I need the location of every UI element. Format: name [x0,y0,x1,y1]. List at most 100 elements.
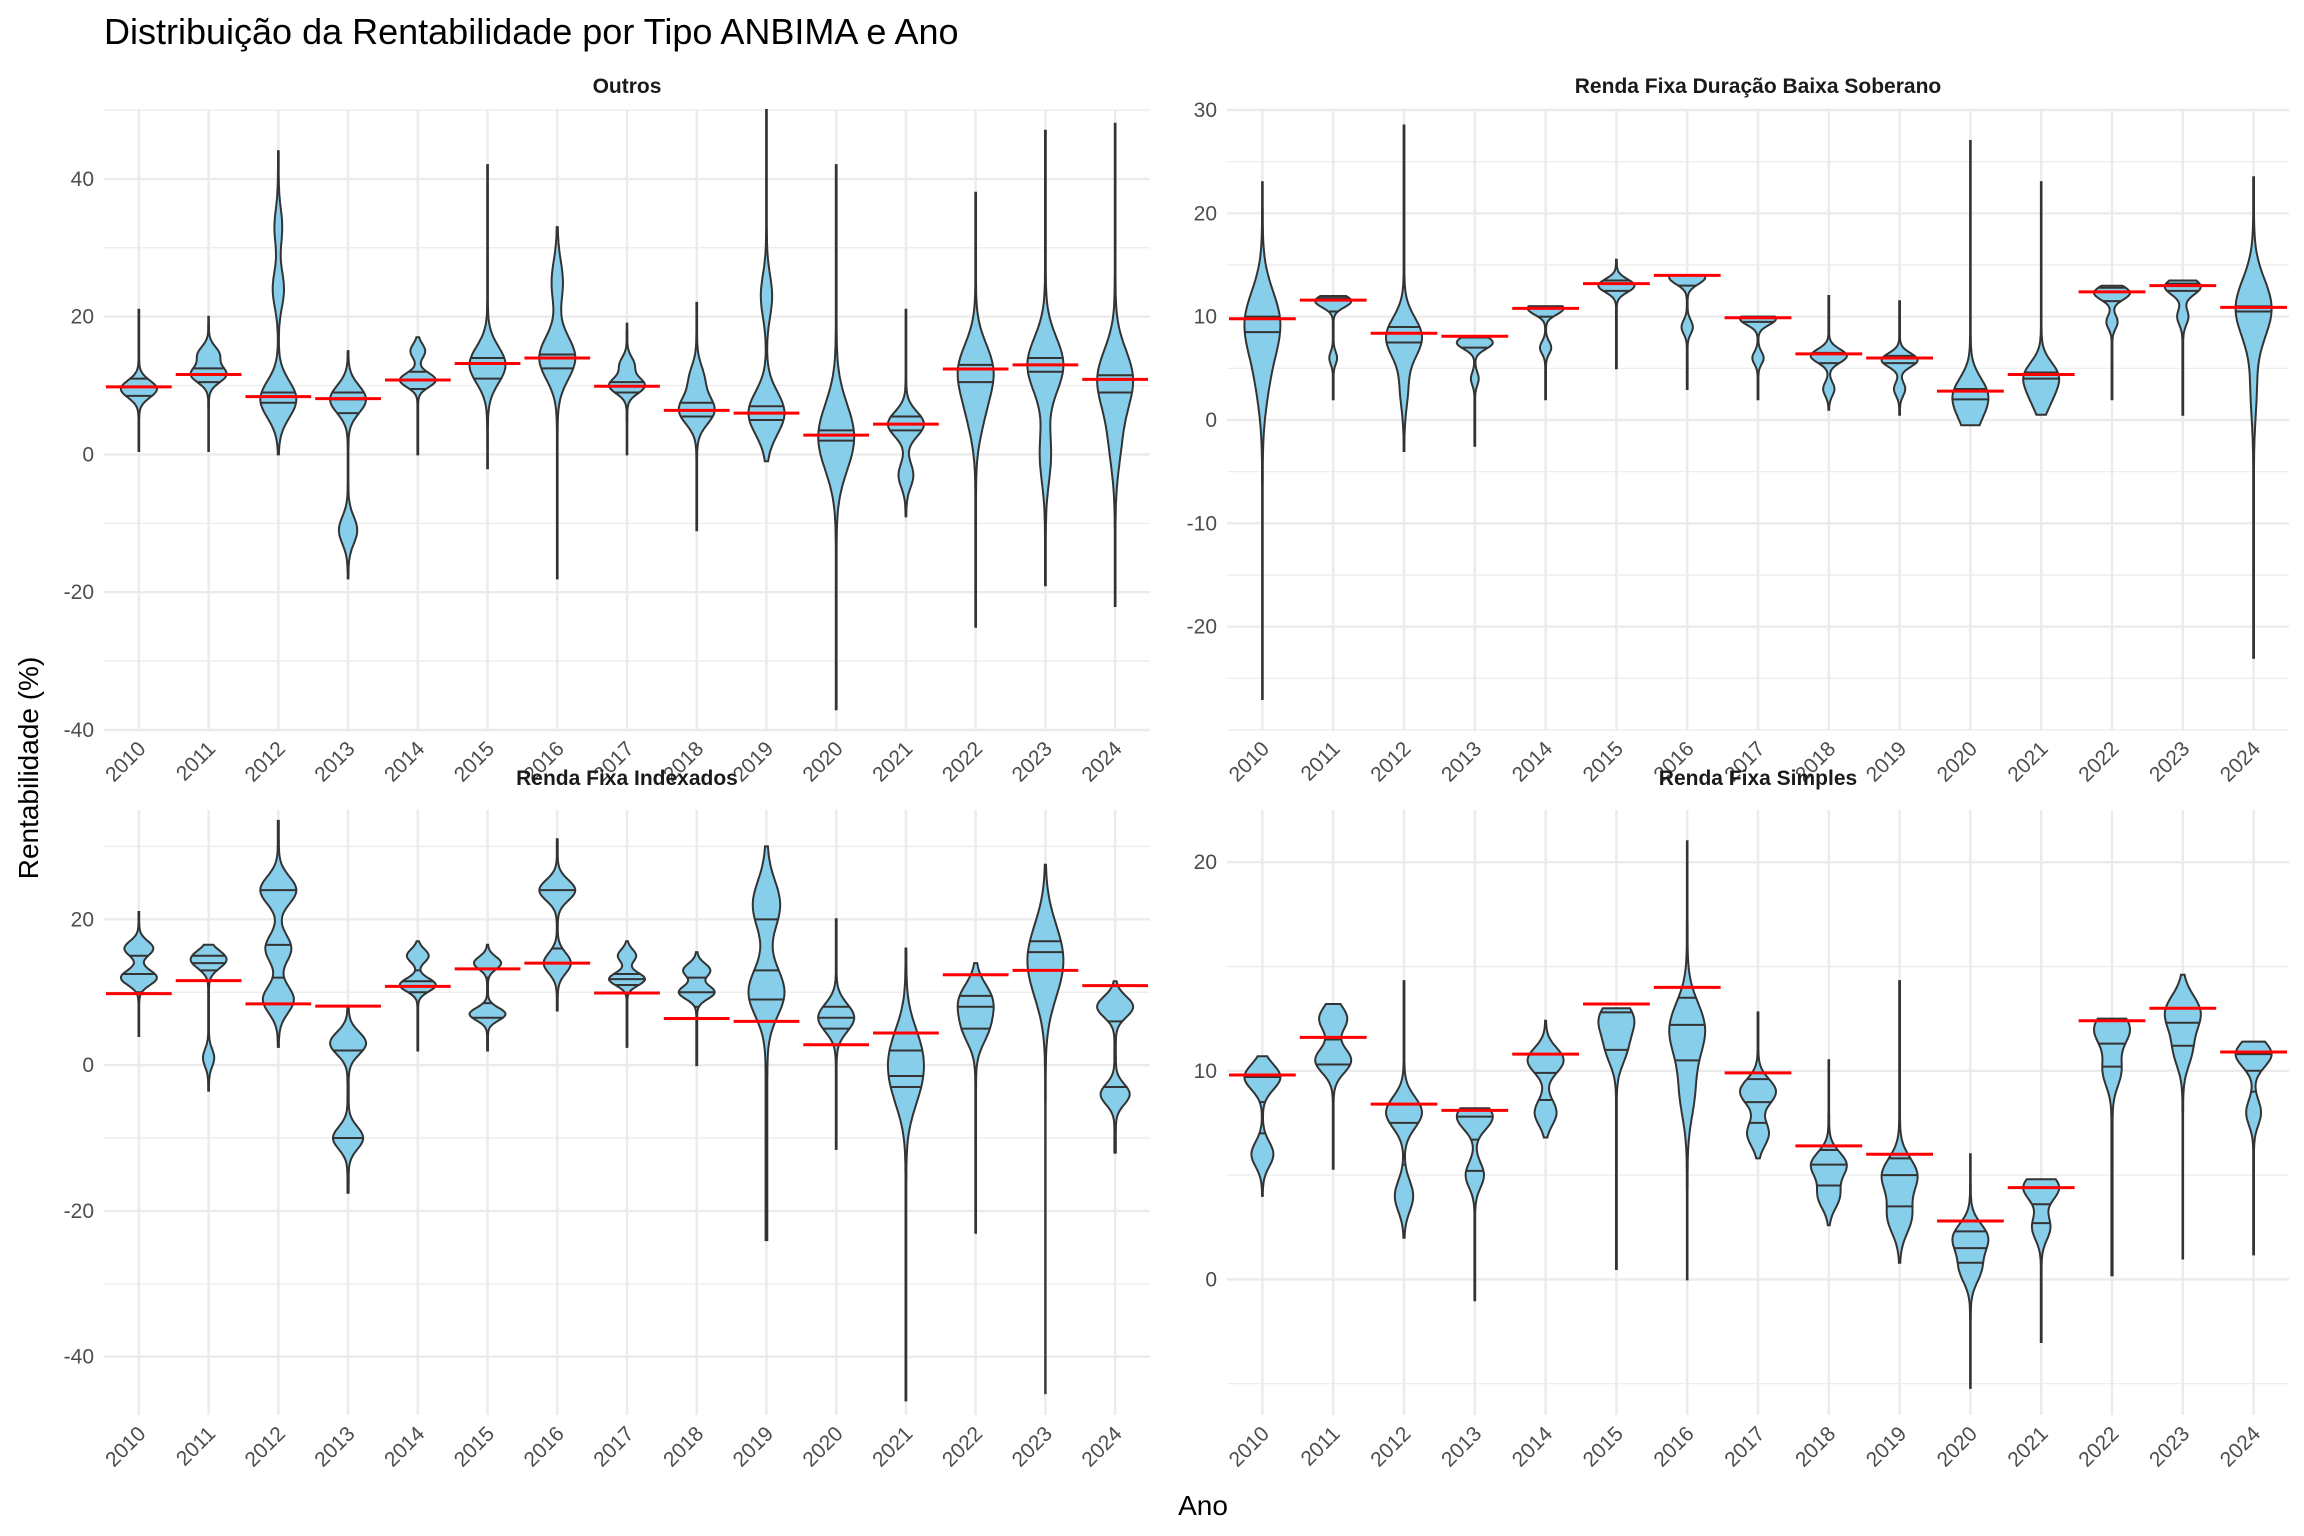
violin-shape [817,164,856,711]
violin-shape [956,191,995,628]
y-tick-label: -40 [64,719,94,742]
violin-shape [538,226,577,580]
violin-shape [2092,284,2132,401]
violin-shape [1314,1003,1353,1170]
violin-2014 [398,336,437,456]
violin-shape [1096,122,1135,607]
violin-2015 [468,943,507,1052]
chart-title: Distribuição da Rentabilidade por Tipo A… [104,11,959,52]
panel-2: Renda Fixa Duração Baixa Soberano -20 -10 0… [1187,75,2289,787]
y-tick-label: 20 [71,306,94,329]
violin-shape [1738,1011,1778,1160]
violin-shape [1809,1059,1848,1227]
violin-2022 [956,191,995,628]
violin-shape [1314,295,1353,401]
y-tick-label: 20 [71,908,94,931]
x-tick-label: 2024 [2216,737,2266,787]
x-tick-label: 2015 [450,737,499,786]
x-tick-label: 2010 [1225,737,1274,786]
violin-2020 [817,918,856,1150]
violin-2013 [1455,336,1494,447]
violin-2022 [2092,1017,2132,1277]
violin-2011 [189,943,228,1092]
x-tick-label: 2014 [380,737,430,787]
y-tick-label: -20 [1187,616,1217,639]
violin-shape [468,943,507,1052]
violin-2013 [329,1005,368,1194]
violin-shape [1668,274,1707,390]
violin-shape [677,951,716,1067]
violin-shape [329,1005,368,1194]
violin-2021 [886,308,925,518]
violin-2019 [1880,980,1919,1264]
y-tick-label: 0 [1205,1268,1217,1291]
x-tick-label: 2016 [520,1422,569,1471]
x-tick-label: 2023 [2145,1422,2194,1471]
violin-2021 [2022,1178,2061,1343]
x-tick-label: 2010 [101,737,150,786]
violin-2016 [1668,840,1707,1281]
violin-shape [1384,980,1424,1239]
violin-shape [1455,336,1494,447]
violin-2012 [259,150,298,456]
y-tick-label: -40 [64,1346,94,1369]
x-tick-label: 2015 [1579,1422,1628,1471]
x-tick-label: 2023 [2145,737,2194,786]
y-tick-label: 30 [1194,99,1217,122]
x-tick-label: 2021 [2003,737,2052,786]
y-axis-title: Rentabilidade (%) [13,657,44,880]
violin-2024 [1096,122,1135,607]
violin-shape [2234,1040,2273,1256]
panel-title: Renda Fixa Indexados [516,767,738,790]
x-tick-label: 2014 [380,1422,430,1472]
x-tick-label: 2022 [938,737,987,786]
violin-shape [1455,1107,1494,1302]
violin-shape [2022,1178,2061,1343]
violin-2013 [1455,1107,1494,1302]
x-tick-label: 2010 [1225,1422,1274,1471]
y-tick-label: 0 [82,1054,94,1077]
panel-4: Renda Fixa Simples 0 10 20 2010 2011 2012 2013 2… [1194,767,2289,1472]
panel-title: Renda Fixa Duração Baixa Soberano [1575,75,1941,98]
x-tick-label: 2020 [798,737,847,786]
violin-2022 [956,962,995,1234]
x-tick-label: 2015 [1579,737,1628,786]
x-tick-label: 2011 [172,1422,220,1470]
violin-2016 [538,838,577,1012]
y-tick-label: 0 [82,443,94,466]
violin-2024 [2234,1040,2273,1256]
violin-2021 [2022,181,2061,416]
violin-shape [1526,305,1565,401]
panel-1: Outros -40 -20 0 20 40 2010 2011 2012 2013 2014 201… [64,75,1150,787]
violin-shape [747,845,786,1242]
violin-2020 [817,164,856,711]
y-tick-label: -20 [64,581,94,604]
y-tick-label: -10 [1187,512,1217,535]
violin-shape [189,315,228,452]
x-tick-label: 2017 [1720,1422,1769,1471]
x-tick-label: 2018 [1791,1422,1840,1471]
x-tick-label: 2013 [1437,737,1486,786]
x-tick-label: 2021 [2003,1422,2052,1471]
violin-shape [1951,140,1990,427]
violin-shape [886,947,925,1402]
violin-2014 [1526,1019,1565,1139]
violin-2014 [1526,305,1565,401]
x-tick-label: 2022 [938,1422,987,1471]
violin-2011 [1314,1003,1353,1170]
violin-2012 [1384,980,1424,1239]
violin-2019 [747,845,786,1242]
violin-shape [1096,980,1135,1154]
x-tick-label: 2024 [2216,1422,2266,1472]
x-tick-label: 2012 [1366,737,1415,786]
violin-shape [2022,181,2061,416]
violin-shape [259,819,298,1048]
violin-2022 [2092,284,2132,401]
x-tick-label: 2019 [1862,737,1911,786]
y-tick-label: 20 [1194,851,1217,874]
x-tick-label: 2019 [1862,1422,1911,1471]
violin-shape [1526,1019,1565,1139]
violin-shape [538,838,577,1012]
